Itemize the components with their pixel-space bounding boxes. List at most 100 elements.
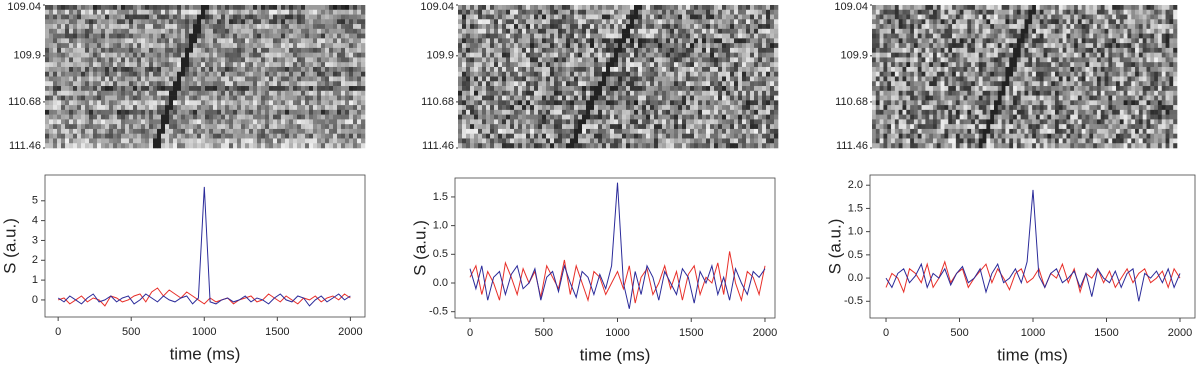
- spectrum-cell: [213, 77, 217, 82]
- spectrum-cell: [261, 134, 265, 139]
- spectrum-cell: [53, 124, 57, 129]
- spectrum-cell: [313, 134, 317, 139]
- spectrum-cell: [522, 115, 526, 120]
- spectrum-cell: [137, 129, 141, 134]
- spectrum-cell: [666, 86, 670, 91]
- spectrum-cell: [730, 53, 734, 58]
- spectrum-cell: [61, 5, 65, 10]
- spectrum-cell: [205, 48, 209, 53]
- spectrum-cell: [654, 138, 658, 143]
- spectrum-cell: [526, 48, 530, 53]
- spectrum-cell: [229, 96, 233, 101]
- spectrum-cell: [582, 5, 586, 10]
- spectrum-cell: [181, 57, 185, 62]
- spectrum-cell: [466, 143, 470, 148]
- spectrum-cell: [610, 53, 614, 58]
- spectrum-cell: [281, 62, 285, 67]
- spectrum-cell: [766, 77, 770, 82]
- spectrum-cell: [626, 62, 630, 67]
- spectrum-cell: [482, 86, 486, 91]
- spectrum-cell: [237, 57, 241, 62]
- spectrum-cell: [289, 129, 293, 134]
- spectrum-cell: [181, 77, 185, 82]
- spectrum-cell: [225, 48, 229, 53]
- spectrum-cell: [341, 77, 345, 82]
- spectrum-cell: [173, 10, 177, 15]
- spectrum-cell: [626, 100, 630, 105]
- spectrum-cell: [458, 38, 462, 43]
- spectrum-cell: [754, 19, 758, 24]
- spectrum-cell: [221, 105, 225, 110]
- spectrum-cell: [666, 67, 670, 72]
- spectrum-cell: [638, 72, 642, 77]
- spectrum-cell: [542, 43, 546, 48]
- spectrum-cell: [277, 77, 281, 82]
- spectrum-cell: [530, 138, 534, 143]
- spectrum-cell: [65, 81, 69, 86]
- spectrum-cell: [281, 81, 285, 86]
- spectrum-cell: [261, 91, 265, 96]
- spectrum-cell: [333, 105, 337, 110]
- spectrum-cell: [530, 105, 534, 110]
- spectrum-cell: [65, 67, 69, 72]
- spectrum-cell: [470, 5, 474, 10]
- spectrum-cell: [554, 10, 558, 15]
- spectrum-cell: [237, 29, 241, 34]
- spectrum-cell: [105, 57, 109, 62]
- spectrum-cell: [722, 62, 726, 67]
- spectrum-cell: [614, 110, 618, 115]
- spectrum-cell: [257, 129, 261, 134]
- spectrum-cell: [61, 86, 65, 91]
- spectrum-cell: [766, 81, 770, 86]
- spectrum-cell: [129, 38, 133, 43]
- spectrum-cell: [586, 38, 590, 43]
- spectrum-cell: [265, 53, 269, 58]
- spectrum-cell: [646, 129, 650, 134]
- spectrum-cell: [237, 5, 241, 10]
- spectrum-cell: [253, 124, 257, 129]
- spectrum-cell: [121, 96, 125, 101]
- spectrum-cell: [654, 77, 658, 82]
- spectrum-cell: [313, 100, 317, 105]
- spectrum-cell: [113, 91, 117, 96]
- spectrum-cell: [650, 24, 654, 29]
- spectrum-cell: [169, 43, 173, 48]
- spectrum-cell: [125, 86, 129, 91]
- spectrum-cell: [658, 10, 662, 15]
- spectrum-cell: [281, 119, 285, 124]
- spectrum-cell: [225, 91, 229, 96]
- spectrum-cell: [205, 138, 209, 143]
- spectrum-cell: [714, 67, 718, 72]
- spectrum-cell: [598, 86, 602, 91]
- spectrum-cell: [309, 62, 313, 67]
- spectrum-cell: [61, 57, 65, 62]
- spectrum-cell: [538, 96, 542, 101]
- spectrum-cell: [606, 19, 610, 24]
- spectrum-cell: [177, 67, 181, 72]
- spectrum-cell: [273, 77, 277, 82]
- spectrum-cell: [730, 62, 734, 67]
- spectrum-cell: [770, 53, 774, 58]
- spectrum-cell: [522, 110, 526, 115]
- spectrum-cell: [353, 143, 357, 148]
- spectrum-cell: [273, 15, 277, 20]
- spectrum-cell: [281, 10, 285, 15]
- spectrum-cell: [329, 138, 333, 143]
- spectrum-cell: [730, 48, 734, 53]
- spectrum-cell: [217, 129, 221, 134]
- spectrum-cell: [349, 38, 353, 43]
- spectrum-cell: [646, 110, 650, 115]
- spectrum-cell: [710, 124, 714, 129]
- spectrum-cell: [161, 5, 165, 10]
- spectrum-cell: [1116, 5, 1120, 10]
- spectrum-cell: [121, 100, 125, 105]
- spectrum-cell: [941, 10, 945, 15]
- spectrum-cell: [281, 67, 285, 72]
- spectrum-cell: [233, 96, 237, 101]
- spectrum-cell: [177, 129, 181, 134]
- spectrum-cell: [165, 15, 169, 20]
- spectrum-cell: [614, 96, 618, 101]
- spectrum-cell: [494, 138, 498, 143]
- spectrum-cell: [169, 62, 173, 67]
- spectrum-cell: [674, 81, 678, 86]
